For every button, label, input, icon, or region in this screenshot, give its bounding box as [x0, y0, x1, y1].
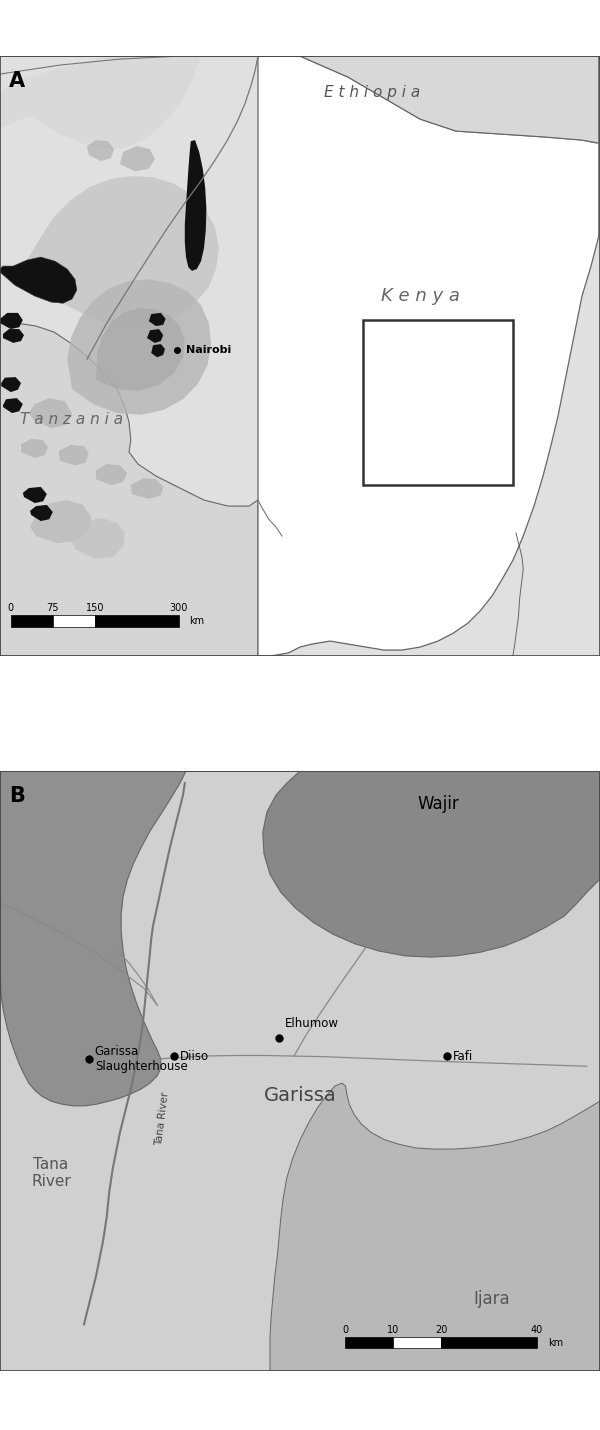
Text: Fafi: Fafi	[453, 1050, 473, 1062]
Bar	[95, 615, 179, 628]
Text: 150: 150	[86, 603, 104, 613]
Polygon shape	[21, 439, 48, 458]
Bar	[345, 1337, 393, 1348]
Polygon shape	[29, 398, 72, 428]
Polygon shape	[151, 345, 165, 358]
Polygon shape	[0, 56, 201, 149]
Polygon shape	[72, 518, 125, 559]
Polygon shape	[18, 176, 219, 327]
Polygon shape	[87, 140, 114, 162]
Bar	[393, 1337, 441, 1348]
Text: K e n y a: K e n y a	[380, 287, 460, 305]
Polygon shape	[67, 279, 211, 415]
Polygon shape	[120, 146, 155, 172]
Polygon shape	[186, 771, 600, 957]
Text: Diiso: Diiso	[180, 1050, 209, 1062]
Polygon shape	[59, 445, 89, 465]
Polygon shape	[0, 257, 77, 303]
Polygon shape	[3, 329, 24, 343]
Text: 75: 75	[47, 603, 59, 613]
Polygon shape	[23, 486, 47, 503]
Text: km: km	[190, 616, 205, 626]
Polygon shape	[270, 1083, 600, 1371]
Polygon shape	[30, 500, 91, 543]
Polygon shape	[3, 398, 23, 413]
Polygon shape	[258, 56, 599, 656]
Text: Elhumow: Elhumow	[285, 1017, 339, 1030]
Bar	[441, 1337, 537, 1348]
Polygon shape	[149, 313, 166, 326]
Polygon shape	[185, 140, 206, 270]
Polygon shape	[96, 307, 185, 390]
Text: Ijara: Ijara	[473, 1290, 511, 1308]
Polygon shape	[0, 313, 23, 329]
Polygon shape	[1, 378, 21, 392]
Polygon shape	[0, 771, 186, 1105]
Polygon shape	[0, 320, 258, 656]
Text: km: km	[548, 1338, 563, 1348]
Text: 0: 0	[342, 1326, 348, 1336]
Text: A: A	[9, 72, 25, 92]
Polygon shape	[30, 505, 53, 521]
Bar	[11, 615, 53, 628]
Polygon shape	[147, 329, 163, 343]
Text: 10: 10	[387, 1326, 399, 1336]
Polygon shape	[0, 56, 599, 143]
Bar	[53, 615, 95, 628]
Text: Garissa: Garissa	[263, 1085, 337, 1104]
Polygon shape	[96, 465, 127, 485]
Text: 40: 40	[531, 1326, 543, 1336]
Text: B: B	[9, 787, 25, 807]
Polygon shape	[131, 479, 163, 499]
Text: 300: 300	[170, 603, 188, 613]
Text: Tana River: Tana River	[154, 1091, 170, 1147]
Text: Nairobi: Nairobi	[186, 345, 231, 355]
Text: E t h i o p i a: E t h i o p i a	[324, 84, 420, 100]
Text: T a n z a n i a: T a n z a n i a	[20, 412, 124, 426]
Text: 20: 20	[435, 1326, 447, 1336]
Bar	[363, 320, 513, 485]
Text: Wajir: Wajir	[417, 795, 459, 814]
Text: Garissa
Slaughterhouse: Garissa Slaughterhouse	[95, 1045, 188, 1072]
Text: 0: 0	[8, 603, 14, 613]
Text: Tana
River: Tana River	[31, 1157, 71, 1190]
